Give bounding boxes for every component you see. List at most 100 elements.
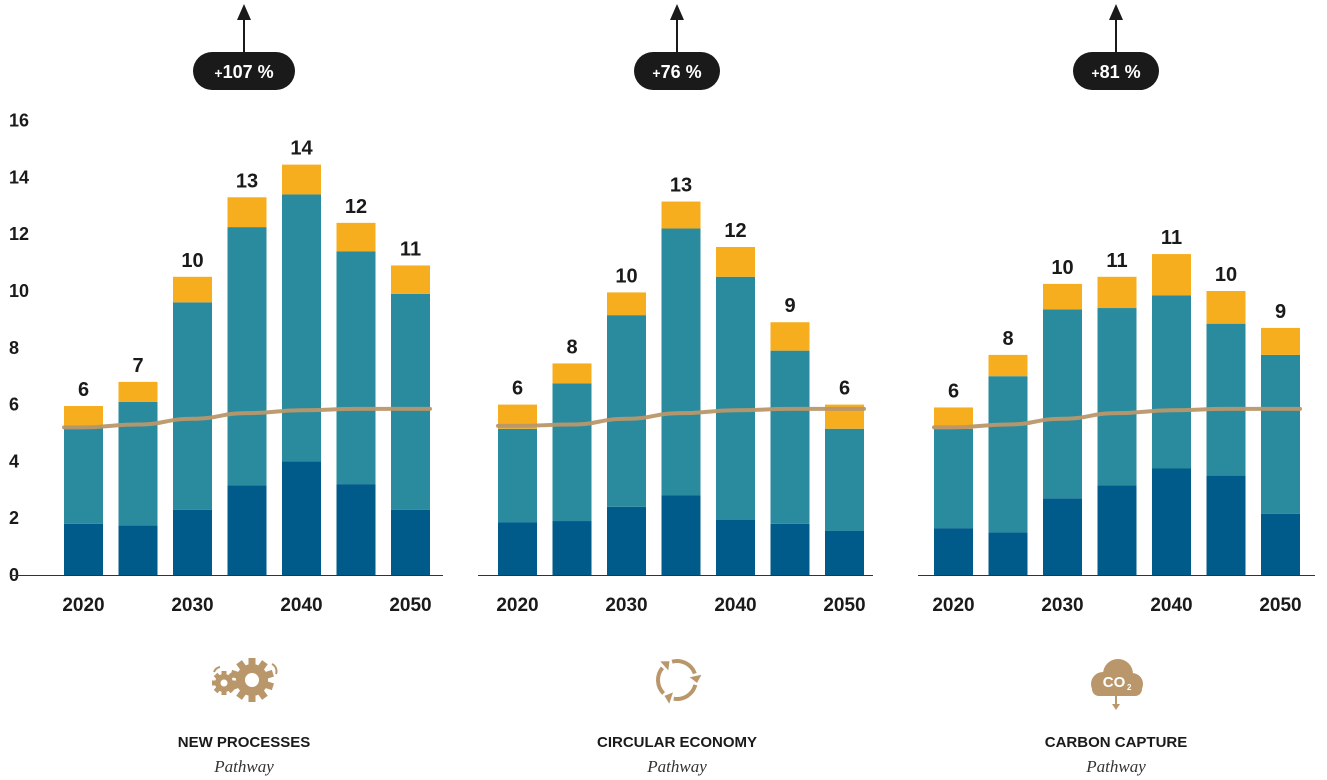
bar-segment-bottom (552, 521, 592, 575)
bar-segment-bottom (227, 485, 267, 575)
bar-segment-bottom (1097, 485, 1137, 575)
bar-segment-bottom (64, 523, 103, 575)
bar-segment-bottom (1043, 498, 1082, 575)
co2-icon-label: CO (1103, 674, 1126, 691)
change-label: +107 % (214, 62, 273, 82)
bar-total-label: 13 (236, 170, 258, 192)
trend-line (496, 406, 866, 428)
bar-total-label: 11 (1106, 250, 1127, 272)
bar-segment-bottom (336, 484, 376, 575)
panel-carbon-capture: 6 8 10 11 11 10 9 2020 2030 2040 2050 +81 % CO 2 CARBO… (918, 4, 1315, 776)
bar-segment-top (716, 246, 755, 277)
panel-new-processes: 6 7 10 13 14 12 11 2020 2030 2040 2050 +107 % NEW PR… (10, 4, 443, 776)
bar-total-label: 6 (78, 379, 89, 401)
bar-segment-bottom (282, 461, 321, 575)
bar-segment-middle (391, 293, 430, 510)
bar-segment-middle (770, 350, 810, 524)
bar-segment-middle (661, 228, 701, 496)
bar-total-label: 10 (1215, 264, 1237, 286)
bar-total-label: 14 (290, 138, 313, 160)
bar-total-label: 6 (948, 380, 959, 402)
change-label: +76 % (652, 62, 701, 82)
bar-total-label: 12 (345, 196, 367, 218)
bar-segment-top (227, 197, 267, 228)
panel-title: CIRCULAR ECONOMY (597, 734, 757, 751)
bar-total-label: 7 (132, 355, 143, 377)
bar-total-label: 8 (566, 336, 577, 358)
bar-segment-top (1152, 254, 1191, 296)
bar-segment-middle (173, 302, 212, 510)
bar-segment-middle (934, 428, 973, 529)
bar-segment-bottom (607, 506, 646, 575)
bar-segment-top (1261, 327, 1300, 355)
x-tick-label: 2040 (280, 595, 322, 616)
x-tick-label: 2040 (714, 595, 756, 616)
bar-segment-middle (988, 376, 1028, 533)
change-label: +81 % (1091, 62, 1140, 82)
bar-segment-bottom (391, 509, 430, 575)
bar-total-label: 9 (1275, 301, 1286, 323)
x-tick-label: 2030 (1041, 595, 1083, 616)
y-tick-label: 12 (9, 224, 29, 244)
bar-segment-bottom (934, 528, 973, 575)
change-pill (634, 52, 720, 90)
bar-segment-bottom (1261, 513, 1300, 575)
bar-total-label: 12 (724, 220, 746, 242)
bar-total-label: 10 (615, 265, 637, 287)
trend-line (62, 406, 432, 430)
bar-total-label: 10 (181, 250, 203, 272)
bar-segment-top (661, 201, 701, 229)
bar-segment-top (1097, 276, 1137, 309)
bar-segment-top (607, 292, 646, 316)
x-tick-label: 2030 (171, 595, 213, 616)
up-arrow-icon (237, 4, 251, 20)
x-tick-label: 2050 (823, 595, 865, 616)
bar-segment-middle (498, 428, 537, 523)
bar-segment-bottom (770, 523, 810, 575)
bar-segment-bottom (716, 519, 755, 575)
x-tick-label: 2020 (496, 595, 538, 616)
bar-segment-top (282, 164, 321, 195)
bar-segment-top (336, 222, 376, 252)
bar-segment-middle (282, 194, 321, 462)
panel-subtitle: Pathway (646, 757, 707, 776)
change-pill (1073, 52, 1159, 90)
bar-segment-middle (1097, 308, 1137, 486)
bar-segment-middle (607, 315, 646, 507)
bar-segment-top (934, 407, 973, 429)
up-arrow-icon (1109, 4, 1123, 20)
panel-subtitle: Pathway (213, 757, 274, 776)
bar-total-label: 11 (400, 238, 421, 260)
bar-segment-bottom (498, 522, 537, 575)
bar-total-label: 11 (1161, 227, 1182, 249)
bar-segment-top (552, 363, 592, 384)
co2-cloud-icon: CO 2 (1091, 659, 1143, 710)
bar-segment-middle (552, 383, 592, 522)
bar-segment-bottom (661, 495, 701, 575)
bar-segment-middle (825, 428, 864, 531)
y-tick-label: 10 (9, 281, 29, 301)
bar-total-label: 6 (839, 378, 850, 400)
bar-segment-top (1206, 291, 1246, 324)
bar-segment-top (391, 265, 430, 294)
bar-segment-middle (1206, 323, 1246, 476)
bar-total-label: 13 (670, 175, 692, 197)
bar-segment-bottom (825, 530, 864, 575)
up-arrow-icon (670, 4, 684, 20)
bar-total-label: 6 (512, 378, 523, 400)
change-pill (193, 52, 295, 90)
x-tick-label: 2020 (62, 595, 104, 616)
panel-subtitle: Pathway (1085, 757, 1146, 776)
bar-segment-middle (64, 425, 103, 524)
bar-segment-top (64, 406, 103, 426)
x-tick-label: 2030 (605, 595, 647, 616)
y-tick-label: 6 (9, 395, 19, 415)
bar-segment-top (118, 381, 158, 402)
bar-segment-bottom (118, 525, 158, 575)
x-tick-label: 2050 (389, 595, 431, 616)
bar-segment-bottom (988, 532, 1028, 575)
bar-segment-middle (227, 227, 267, 486)
trend-line (932, 406, 1302, 430)
bar-total-label: 8 (1002, 328, 1013, 350)
